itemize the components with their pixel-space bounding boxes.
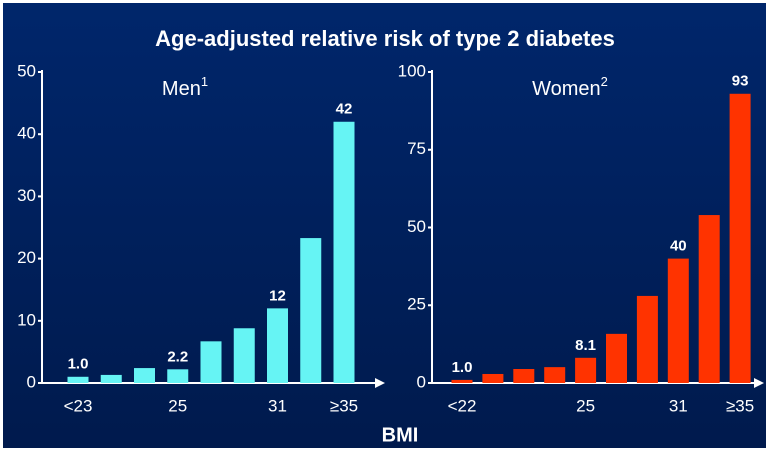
bar: [134, 368, 155, 383]
bar: [667, 258, 689, 383]
value-label: 42: [336, 101, 353, 118]
bar: [544, 367, 566, 383]
value-label: 8.1: [575, 337, 596, 354]
y-tick-label: 25: [407, 295, 426, 314]
y-tick-label: 0: [417, 372, 426, 391]
bar: [606, 333, 627, 383]
x-tick-label: <23: [64, 396, 93, 415]
y-tick-label: 0: [27, 372, 36, 391]
y-tick-label: 30: [17, 186, 36, 205]
bar: [513, 369, 535, 383]
bar: [300, 238, 322, 383]
bar: [729, 93, 751, 384]
x-axis-arrow: [754, 378, 764, 388]
value-label: 1.0: [68, 356, 89, 373]
value-label: 2.2: [167, 348, 188, 365]
x-tick-label: 31: [669, 396, 688, 415]
x-tick-label: ≥35: [726, 396, 754, 415]
panel-title-text: Men: [162, 78, 201, 100]
bar: [200, 341, 222, 383]
x-tick-label: <22: [448, 396, 477, 415]
bar: [575, 357, 597, 383]
y-tick-label: 20: [17, 248, 36, 267]
x-tick-label: 25: [576, 396, 595, 415]
bar: [636, 295, 658, 383]
bar: [100, 374, 122, 383]
panel-title-superscript: 1: [201, 74, 208, 89]
bar: [698, 215, 720, 383]
y-tick-label: 50: [407, 217, 426, 236]
page-title: Age-adjusted relative risk of type 2 dia…: [155, 26, 615, 51]
bar: [333, 121, 355, 383]
panel-title-text: Women: [532, 78, 601, 100]
x-tick-label: ≥35: [330, 396, 358, 415]
x-axis-arrow: [375, 378, 385, 388]
bar: [267, 308, 288, 383]
value-label: 1.0: [452, 359, 473, 376]
value-label: 40: [670, 238, 687, 255]
y-tick-label: 100: [398, 61, 426, 80]
y-tick-label: 75: [407, 139, 426, 158]
x-tick-label: 25: [168, 396, 187, 415]
y-tick-label: 50: [17, 61, 36, 80]
y-tick-label: 40: [17, 124, 36, 143]
value-label: 12: [269, 287, 286, 304]
panel-title: Men1: [162, 74, 208, 100]
y-tick-label: 10: [17, 310, 36, 329]
panel-title: Women2: [532, 74, 608, 100]
value-label: 93: [732, 73, 749, 90]
bar: [67, 376, 89, 383]
bar: [167, 369, 189, 383]
bar: [233, 328, 255, 383]
x-tick-label: 31: [268, 396, 287, 415]
bar: [451, 379, 473, 383]
x-axis-label: BMI: [382, 424, 419, 446]
bar: [482, 373, 504, 383]
panel-title-superscript: 2: [601, 74, 608, 89]
